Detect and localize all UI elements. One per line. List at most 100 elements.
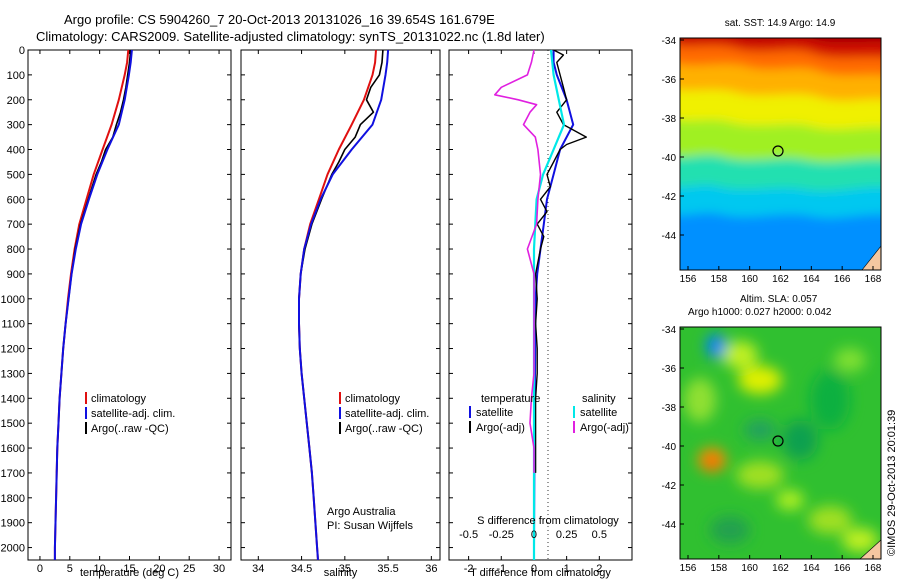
lon-tick-label: 166 — [834, 563, 851, 574]
x-tick-label: 0 — [37, 563, 43, 575]
y-tick-label: 700 — [7, 219, 25, 231]
lon-tick-label: 158 — [710, 563, 727, 574]
x-tick-label: 2 — [596, 563, 602, 575]
y-tick-label: 400 — [7, 145, 25, 157]
sla-map — [680, 327, 881, 559]
x-tick-label: 15 — [123, 563, 135, 575]
x-tick-label: -1 — [496, 563, 506, 575]
x-tick-label: 10 — [94, 563, 106, 575]
lon-tick-label: 168 — [865, 274, 882, 285]
legend-label-satellite: satellite-adj. clim. — [91, 408, 175, 420]
lon-tick-label: 168 — [865, 563, 882, 574]
y-tick-label: 1200 — [1, 344, 25, 356]
lon-tick-label: 156 — [680, 274, 697, 285]
x-tick-label: 0 — [531, 563, 537, 575]
s-tick-label: 0.25 — [556, 529, 577, 541]
y-tick-label: 1800 — [1, 493, 25, 505]
y-tick-label: 1600 — [1, 443, 25, 455]
temperature-panel — [27, 49, 232, 561]
s-difference-title: S difference from climatology — [477, 515, 619, 527]
lat-tick-label: -34 — [662, 325, 677, 336]
x-tick-label: 5 — [67, 563, 73, 575]
lon-tick-label: 164 — [803, 274, 820, 285]
salinity-panel — [240, 49, 441, 561]
x-tick-label: 34 — [252, 563, 264, 575]
salinity-legend: climatology satellite-adj. clim. Argo(..… — [339, 392, 429, 435]
argo-location-marker — [772, 435, 784, 447]
x-tick-label: 30 — [213, 563, 225, 575]
legend-label-argo: Argo(..raw -QC) — [345, 423, 423, 435]
x-tick-label: 20 — [153, 563, 165, 575]
y-tick-label: 1700 — [1, 468, 25, 480]
legend-label-temp-satellite: satellite — [476, 407, 513, 419]
series-satellite — [298, 49, 390, 561]
lon-tick-label: 162 — [772, 274, 789, 285]
lat-tick-label: -36 — [662, 75, 677, 86]
legend-label-argo: Argo(..raw -QC) — [91, 423, 169, 435]
lon-tick-label: 166 — [834, 274, 851, 285]
s-tick-label: 0 — [531, 529, 537, 541]
lon-tick-label: 158 — [710, 274, 727, 285]
legend-label-sal-argo: Argo(-adj) — [580, 422, 629, 434]
legend-label-sal-satellite: satellite — [580, 407, 617, 419]
lat-tick-label: -40 — [662, 153, 677, 164]
x-tick-label: -2 — [464, 563, 474, 575]
legend-header-salinity: salinity — [582, 393, 616, 405]
y-tick-label: 300 — [7, 120, 25, 132]
lon-tick-label: 160 — [741, 563, 758, 574]
lat-tick-label: -42 — [662, 192, 677, 203]
y-tick-label: 800 — [7, 244, 25, 256]
lat-tick-label: -44 — [662, 520, 677, 531]
figure-title-line1: Argo profile: CS 5904260_7 20-Oct-2013 2… — [64, 12, 495, 27]
lon-tick-label: 156 — [680, 563, 697, 574]
y-tick-label: 200 — [7, 95, 25, 107]
temperature-legend: climatology satellite-adj. clim. Argo(..… — [85, 392, 175, 435]
x-tick-label: 35.5 — [377, 563, 398, 575]
timestamp-stamp: ©IMOS 29-Oct-2013 20:01:39 — [886, 410, 898, 556]
series-climatology — [298, 49, 377, 561]
x-axis-label-temperature: temperature (deg C) — [80, 567, 179, 579]
y-tick-label: 600 — [7, 194, 25, 206]
sst-map — [680, 38, 881, 270]
x-axis-label-difference: T difference from climatology — [470, 567, 611, 579]
lat-tick-label: -40 — [662, 442, 677, 453]
sla-map-title-line2: Argo h1000: 0.027 h2000: 0.042 — [688, 307, 832, 318]
series-satellite — [53, 49, 133, 560]
s-tick-label: -0.5 — [459, 529, 478, 541]
y-tick-label: 2000 — [1, 543, 25, 555]
y-tick-label: 0 — [19, 45, 25, 57]
lon-tick-label: 164 — [803, 563, 820, 574]
x-tick-label: 25 — [183, 563, 195, 575]
difference-legend: temperature salinity satellite Argo(-adj… — [469, 393, 629, 434]
legend-header-temperature: temperature — [481, 393, 540, 405]
y-tick-label: 1500 — [1, 418, 25, 430]
y-tick-label: 1900 — [1, 518, 25, 530]
sla-map-title-line1: Altim. SLA: 0.057 — [740, 294, 818, 305]
legend-label-temp-argo: Argo(-adj) — [476, 422, 525, 434]
lon-tick-label: 160 — [741, 274, 758, 285]
figure-title-line2: Climatology: CARS2009. Satellite-adjuste… — [36, 29, 545, 44]
y-tick-label: 500 — [7, 169, 25, 181]
series-sal-satellite — [532, 49, 566, 560]
y-tick-label: 1400 — [1, 393, 25, 405]
credit-line1: Argo Australia — [327, 506, 396, 518]
difference-panel — [448, 49, 633, 561]
x-tick-label: 35 — [339, 563, 351, 575]
s-tick-label: 0.5 — [592, 529, 607, 541]
x-tick-label: 1 — [564, 563, 570, 575]
credit-line2: PI: Susan Wijffels — [327, 520, 413, 532]
lat-tick-label: -38 — [662, 403, 677, 414]
series-sal-argo — [493, 49, 542, 473]
legend-label-climatology: climatology — [345, 393, 401, 405]
sst-map-title: sat. SST: 14.9 Argo: 14.9 — [725, 18, 836, 29]
y-tick-label: 100 — [7, 70, 25, 82]
legend-label-climatology: climatology — [91, 393, 147, 405]
y-tick-label: 1300 — [1, 368, 25, 380]
argo-location-marker — [772, 145, 784, 157]
x-tick-label: 34.5 — [291, 563, 312, 575]
lat-tick-label: -34 — [662, 36, 677, 47]
s-tick-label: -0.25 — [489, 529, 514, 541]
y-tick-label: 1000 — [1, 294, 25, 306]
lat-tick-label: -36 — [662, 364, 677, 375]
